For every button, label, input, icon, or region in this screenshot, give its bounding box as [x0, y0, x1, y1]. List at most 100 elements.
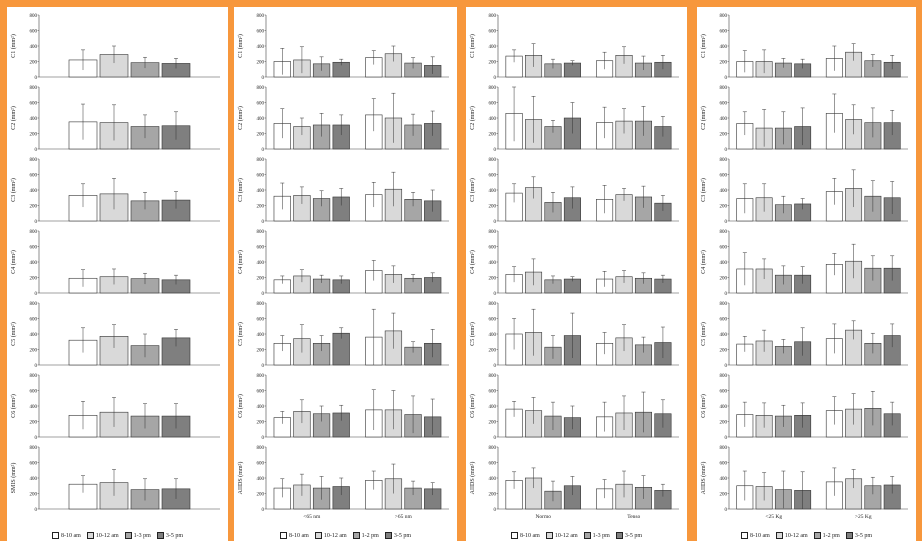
row-5-ytick: 800	[30, 302, 38, 307]
row-6-ytick: 0	[262, 436, 265, 441]
row-4-ytick: 0	[725, 292, 728, 297]
row-2-ytick: 800	[720, 86, 728, 91]
row-4-ytick: 800	[257, 230, 265, 235]
legend-item: 1-2 pm	[352, 532, 379, 539]
legend-item: 8-10 am	[511, 532, 540, 539]
row-6-ylabel: C6 (mm²)	[469, 394, 476, 418]
row-7-ytick: 0	[494, 508, 497, 513]
legend-swatch	[741, 532, 748, 539]
row-1-ytick: 200	[30, 61, 38, 66]
row-2-ytick: 200	[257, 133, 265, 138]
row-2-ytick: 0	[35, 148, 38, 153]
row-6-ytick: 200	[489, 421, 497, 426]
row-4-ytick: 600	[720, 246, 728, 251]
legend-3: 8-10 am 10-12 am 1-3 pm 3-5 pm	[466, 532, 687, 539]
row-4-ytick: 800	[30, 230, 38, 235]
chart-panel-3-svg: C1 (mm²) 0 200 400 600 800 C2 (mm²) 0 200 400 600 8…	[469, 14, 679, 520]
legend-swatch	[845, 532, 853, 539]
legend-swatch	[156, 532, 164, 539]
legend-item: 3-5 pm	[156, 532, 183, 539]
row-5-ytick: 0	[494, 364, 497, 369]
legend-swatch	[86, 532, 94, 539]
row-3-ytick: 600	[489, 174, 497, 179]
row-6-ylabel: C6 (mm²)	[700, 394, 707, 418]
category-label-1: <65 nm	[303, 514, 321, 520]
row-3-ytick: 800	[30, 158, 38, 163]
row-1-ytick: 0	[725, 76, 728, 81]
legend-label: 10-12 am	[784, 532, 808, 539]
row-1-ytick: 600	[720, 30, 728, 35]
row-7-ytick: 400	[489, 477, 497, 482]
row-5-ytick: 200	[257, 349, 265, 354]
row-1-ytick: 400	[720, 45, 728, 50]
row-3-ytick: 0	[35, 220, 38, 225]
row-6-ylabel: C6 (mm²)	[237, 394, 244, 418]
row-4-ylabel: C4 (mm²)	[10, 250, 17, 274]
row-7-ylabel: AIIDS (mm²)	[237, 462, 244, 495]
row-7-ytick: 200	[720, 493, 728, 498]
row-2-ytick: 800	[257, 86, 265, 91]
row-6-ytick: 600	[720, 390, 728, 395]
legend-label: 1-2 pm	[361, 532, 379, 539]
row-5-ytick: 400	[30, 333, 38, 338]
row-5-ytick: 200	[720, 349, 728, 354]
row-4-ylabel: C4 (mm²)	[237, 250, 244, 274]
legend-item: 10-12 am	[775, 532, 808, 539]
row-1-ytick: 400	[257, 45, 265, 50]
row-7-ytick: 400	[257, 477, 265, 482]
row-7-ylabel: AIIDS (mm²)	[700, 462, 707, 495]
row-4-ytick: 400	[30, 261, 38, 266]
legend-4: 8-10 am 10-12 am 1-2 pm 3-5 pm	[697, 532, 916, 539]
row-2-ytick: 400	[257, 117, 265, 122]
row-7-ytick: 0	[35, 508, 38, 513]
row-6-ytick: 400	[30, 405, 38, 410]
row-6-ytick: 200	[257, 421, 265, 426]
row-7-ylabel: AIIDS (mm²)	[469, 462, 476, 495]
row-1-ytick: 200	[489, 61, 497, 66]
legend-label: 1-3 pm	[592, 532, 610, 539]
legend-item: 1-3 pm	[124, 532, 151, 539]
row-7-ytick: 400	[30, 477, 38, 482]
chart-panel-4-svg: C1 (mm²) 0 200 400 600 800 C2 (mm²) 0 200 400 600 8…	[700, 14, 908, 520]
row-6-ytick: 800	[720, 374, 728, 379]
row-2-ytick: 600	[489, 102, 497, 107]
row-1-ytick: 200	[257, 61, 265, 66]
row-5-ytick: 800	[257, 302, 265, 307]
legend-label: 10-12 am	[95, 532, 119, 539]
row-3-ytick: 200	[30, 205, 38, 210]
row-4-ylabel: C4 (mm²)	[700, 250, 707, 274]
row-6-ytick: 400	[720, 405, 728, 410]
legend-swatch	[314, 532, 322, 539]
row-6-ylabel: C6 (mm²)	[10, 394, 17, 418]
chart-panel-1-svg: C1 (mm²) 0 200 400 600 800 C2 (mm²) 0 200 400 600 8…	[10, 14, 220, 513]
legend-item: 1-3 pm	[583, 532, 610, 539]
legend-label: 3-5 pm	[854, 532, 872, 539]
row-1-ylabel: C1 (mm²)	[10, 34, 17, 58]
row-5-ytick: 400	[489, 333, 497, 338]
legend-swatch	[583, 532, 591, 539]
legend-label: 10-12 am	[323, 532, 347, 539]
row-7-ytick: 800	[30, 446, 38, 451]
row-6-ytick: 0	[494, 436, 497, 441]
row-6-ytick: 200	[720, 421, 728, 426]
row-6-ytick: 400	[489, 405, 497, 410]
row-5-ytick: 400	[257, 333, 265, 338]
row-5-ytick: 0	[35, 364, 38, 369]
row-4-ytick: 600	[30, 246, 38, 251]
row-1-ytick: 400	[30, 45, 38, 50]
legend-item: 3-5 pm	[845, 532, 872, 539]
row-7-ytick: 800	[720, 446, 728, 451]
row-2-ytick: 0	[262, 148, 265, 153]
row-1-ytick: 800	[257, 14, 265, 19]
row-1-ytick: 0	[262, 76, 265, 81]
row-2-ytick: 400	[489, 117, 497, 122]
row-4-ytick: 200	[257, 277, 265, 282]
row-4-ytick: 800	[720, 230, 728, 235]
row-4-ytick: 400	[257, 261, 265, 266]
legend-swatch	[813, 532, 821, 539]
legend-item: 10-12 am	[545, 532, 578, 539]
legend-swatch	[615, 532, 623, 539]
chart-panel-2-svg: C1 (mm²) 0 200 400 600 800 C2 (mm²) 0 200 400 600 8…	[237, 14, 449, 520]
category-label-1: <25 Kg	[765, 514, 782, 520]
row-3-ytick: 200	[489, 205, 497, 210]
